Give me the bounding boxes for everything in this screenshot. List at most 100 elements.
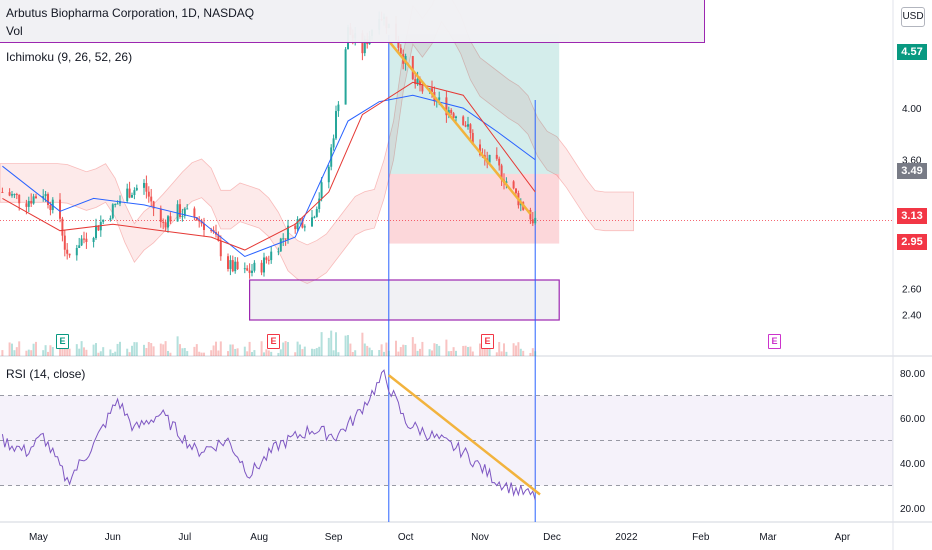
price-tick-label: 2.60: [902, 285, 922, 296]
candle-body: [495, 154, 498, 159]
candle-body: [287, 225, 289, 240]
volume-bar: [215, 341, 217, 356]
volume-bar: [387, 350, 390, 356]
candle-body: [198, 220, 201, 222]
rsi-tick-label: 60.00: [900, 414, 925, 425]
candle-body: [193, 208, 196, 218]
candle-body: [315, 209, 318, 217]
volume-bar: [495, 352, 498, 356]
candle-body: [265, 257, 268, 260]
volume-bar: [150, 343, 153, 356]
time-tick-label: Aug: [250, 532, 268, 543]
earnings-marker[interactable]: E: [768, 334, 781, 349]
volume-bar: [42, 350, 45, 356]
candle-body: [49, 204, 52, 211]
candle-body: [186, 208, 189, 210]
volume-bar: [143, 344, 145, 356]
volume-bar: [366, 345, 369, 356]
volume-bar: [179, 344, 181, 356]
candle-body: [282, 238, 285, 240]
currency-button[interactable]: USD: [901, 7, 925, 27]
volume-bar: [284, 341, 287, 356]
candle-body: [63, 235, 66, 250]
volume-bar: [361, 332, 364, 356]
volume-bar: [488, 345, 491, 356]
volume-bar: [131, 345, 133, 356]
candle-body: [35, 196, 37, 199]
earnings-marker[interactable]: E: [481, 334, 494, 349]
volume-bar: [416, 350, 419, 356]
volume-bar: [27, 349, 30, 356]
volume-bar: [186, 351, 189, 356]
candle-body: [116, 203, 119, 205]
volume-label: Vol: [6, 24, 23, 38]
volume-bar: [486, 344, 489, 356]
volume-bar: [395, 340, 397, 356]
candle-body: [61, 218, 64, 236]
volume-bar: [147, 342, 150, 356]
candle-body: [471, 132, 474, 145]
candle-body: [80, 238, 83, 246]
volume-bar: [169, 352, 172, 356]
volume-bar: [311, 348, 313, 356]
candle-body: [164, 222, 167, 228]
candle-body: [253, 262, 256, 271]
candle-body: [18, 194, 21, 204]
candle-body: [301, 219, 304, 228]
volume-bar: [231, 344, 234, 356]
support-box[interactable]: [249, 279, 560, 321]
candle-body: [114, 204, 117, 206]
candle-body: [416, 78, 419, 85]
volume-bar: [193, 346, 196, 356]
candle-body: [109, 218, 112, 220]
candle-body: [335, 111, 337, 139]
volume-bar: [330, 330, 333, 356]
candle-body: [296, 219, 299, 230]
rsi-label: RSI (14, close): [6, 367, 86, 381]
volume-bar: [467, 346, 469, 356]
volume-bar: [378, 350, 381, 356]
volume-bar: [471, 351, 474, 356]
loss-zone: [388, 173, 560, 244]
volume-bar: [83, 347, 85, 356]
candle-body: [145, 183, 148, 192]
volume-bar: [260, 341, 263, 356]
volume-bar: [99, 351, 102, 356]
candle-body: [421, 85, 424, 92]
rsi-trendline[interactable]: [388, 374, 541, 496]
volume-bar: [431, 350, 433, 356]
volume-bar: [243, 346, 246, 356]
candle-body: [111, 204, 114, 219]
candle-body: [83, 238, 85, 240]
entry-price-tag: 3.49: [897, 163, 927, 179]
candle-body: [126, 188, 129, 202]
candle-body: [529, 209, 532, 220]
volume-bar: [203, 352, 205, 356]
candle-body: [363, 38, 366, 54]
volume-bar: [438, 345, 441, 356]
price-trendline[interactable]: [387, 40, 532, 215]
volume-bar: [251, 351, 253, 356]
rsi-band: [0, 395, 893, 486]
volume-bar: [421, 341, 424, 356]
earnings-marker[interactable]: E: [267, 334, 280, 349]
volume-bar: [385, 342, 388, 356]
candle-body: [85, 238, 88, 243]
volume-bar: [116, 343, 119, 356]
candle-body: [431, 88, 433, 92]
candle-body: [78, 245, 81, 248]
candle-body: [42, 196, 45, 199]
candle-body: [505, 181, 508, 184]
candle-body: [152, 201, 155, 209]
earnings-marker[interactable]: E: [56, 334, 69, 349]
candle-body: [243, 268, 246, 270]
volume-bar: [66, 345, 69, 356]
volume-bar: [318, 346, 321, 356]
candle-body: [267, 259, 270, 261]
volume-bar: [35, 341, 37, 356]
candle-body: [303, 226, 306, 228]
volume-bar: [368, 347, 371, 356]
ichimoku-cloud: [0, 0, 634, 285]
volume-bar: [462, 345, 465, 356]
